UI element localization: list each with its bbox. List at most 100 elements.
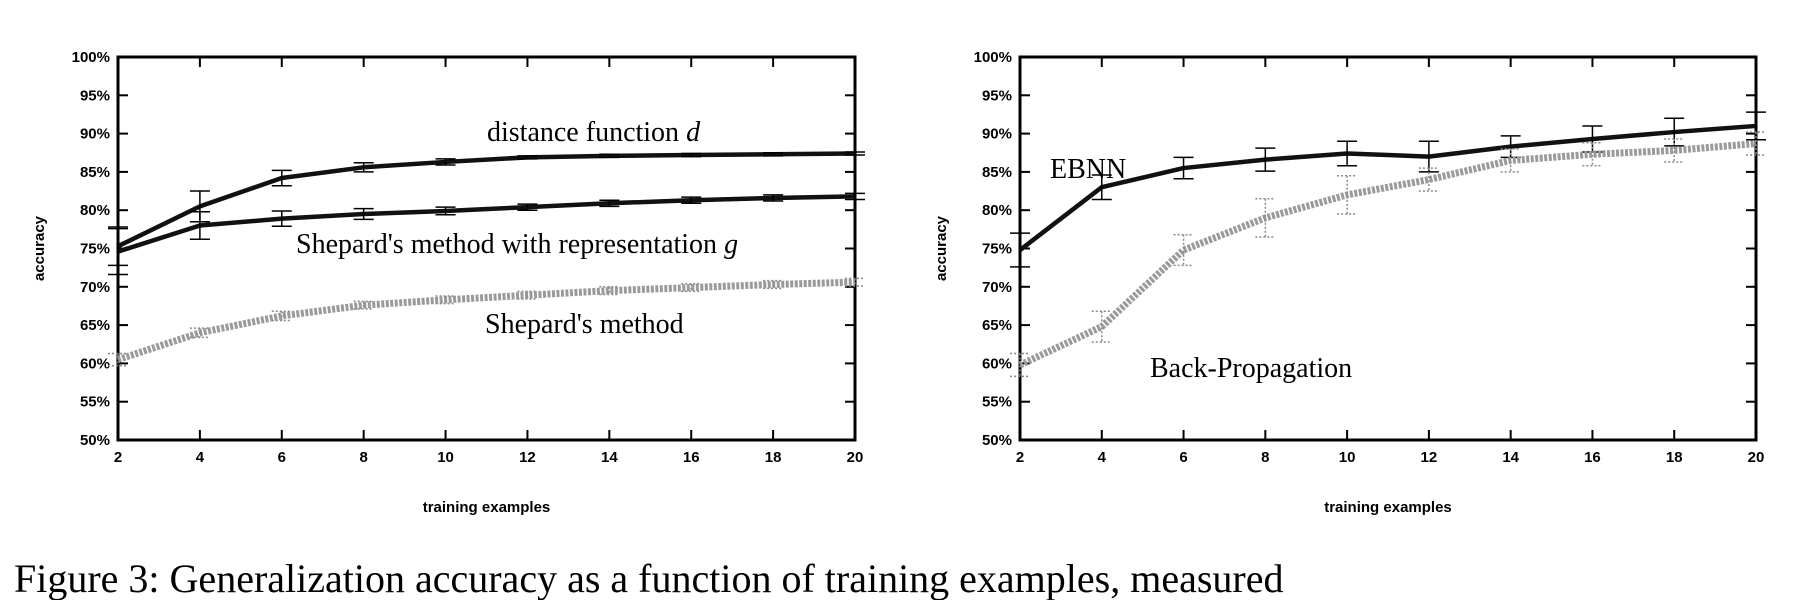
- y-axis-title: accuracy: [933, 215, 950, 281]
- x-axis-title: training examples: [423, 499, 551, 516]
- y-tick-label: 85%: [80, 164, 110, 181]
- x-tick-label: 6: [1179, 449, 1187, 466]
- error-bar: [1173, 233, 1194, 267]
- error-bar: [1418, 167, 1439, 192]
- x-axis-title: training examples: [1324, 499, 1452, 516]
- error-bar: [353, 300, 374, 310]
- error-bar: [435, 206, 456, 216]
- series-label: Shepard's method: [485, 309, 684, 340]
- error-bar: [271, 210, 292, 228]
- x-tick-label: 4: [196, 449, 205, 466]
- series-label: distance function d: [487, 117, 701, 148]
- x-tick-label: 6: [278, 449, 286, 466]
- error-bar: [763, 279, 784, 290]
- error-bar: [271, 169, 292, 187]
- error-bar: [108, 352, 128, 367]
- y-tick-label: 75%: [80, 241, 110, 258]
- series-1: [108, 192, 865, 276]
- y-tick-label: 50%: [982, 432, 1012, 449]
- series-line: [116, 278, 856, 363]
- error-bar: [845, 277, 865, 287]
- y-tick-label: 55%: [80, 394, 110, 411]
- error-bar: [435, 295, 456, 305]
- x-tick-label: 18: [765, 449, 782, 466]
- y-tick-label: 85%: [982, 164, 1012, 181]
- x-tick-label: 12: [1421, 449, 1438, 466]
- y-tick-label: 65%: [982, 317, 1012, 334]
- series-line: [117, 151, 856, 249]
- x-tick-label: 14: [601, 449, 618, 466]
- y-tick-label: 95%: [982, 87, 1012, 104]
- error-bar: [435, 158, 456, 166]
- error-bar: [517, 155, 538, 160]
- plot-frame: [1018, 55, 1758, 442]
- error-bar: [845, 192, 865, 201]
- y-tick-label: 90%: [80, 126, 110, 143]
- series-label: Back-Propagation: [1150, 353, 1352, 384]
- x-tick-label: 14: [1502, 449, 1519, 466]
- x-tick-label: 8: [359, 449, 367, 466]
- y-tick-label: 70%: [982, 279, 1012, 296]
- x-tick-label: 16: [683, 449, 700, 466]
- x-tick-label: 10: [437, 449, 454, 466]
- error-bar: [1664, 117, 1685, 147]
- x-tick-label: 10: [1339, 449, 1356, 466]
- x-tick-label: 20: [847, 449, 864, 466]
- error-bar: [1010, 232, 1030, 268]
- y-tick-label: 100%: [72, 49, 110, 66]
- y-tick-label: 80%: [982, 202, 1012, 219]
- left-chart-panel: 50% 55% 60% 65% 70% 75% 80% 85% 90% 95% 100% 2 4 6 8 10…: [31, 49, 865, 516]
- error-bar: [599, 153, 620, 159]
- series-0: [1010, 111, 1766, 268]
- series-label: EBNN: [1050, 154, 1126, 185]
- x-tick-label: 16: [1584, 449, 1601, 466]
- series-label: Shepard's method with representation g: [296, 229, 738, 260]
- x-tick-label: 12: [519, 449, 536, 466]
- y-tick-label: 95%: [80, 87, 110, 104]
- error-bar: [681, 152, 702, 158]
- error-bar: [1746, 131, 1766, 156]
- y-tick-label: 90%: [982, 126, 1012, 143]
- x-tick-label: 18: [1666, 449, 1683, 466]
- y-tick-label: 60%: [80, 355, 110, 372]
- error-bar: [599, 286, 620, 296]
- error-bar: [1582, 142, 1603, 167]
- error-bar: [517, 290, 538, 300]
- figure-caption: Figure 3: Generalization accuracy as a f…: [14, 556, 1284, 600]
- error-bar: [517, 203, 538, 211]
- error-bar: [1664, 138, 1685, 163]
- series-line: [117, 194, 856, 254]
- y-tick-label: 100%: [974, 49, 1012, 66]
- x-tick-label: 4: [1098, 449, 1107, 466]
- y-tick-label: 80%: [80, 202, 110, 219]
- error-bar: [1337, 174, 1358, 215]
- y-tick-label: 75%: [982, 241, 1012, 258]
- error-bar: [599, 199, 620, 208]
- error-bar: [1010, 352, 1030, 378]
- error-bar: [763, 194, 784, 202]
- error-bar: [271, 310, 292, 322]
- error-bar: [763, 152, 784, 157]
- x-tick-label: 2: [114, 449, 122, 466]
- error-bar: [1337, 140, 1358, 167]
- error-bar: [1418, 140, 1439, 173]
- error-bar: [845, 151, 865, 156]
- error-bar: [189, 327, 210, 339]
- error-bar: [681, 196, 702, 205]
- error-bar: [1091, 310, 1112, 343]
- y-tick-label: 50%: [80, 432, 110, 449]
- error-bar: [189, 210, 210, 241]
- series-line: [1018, 123, 1757, 252]
- error-bar: [108, 227, 128, 276]
- error-bar: [681, 282, 702, 293]
- error-bar: [1746, 111, 1766, 141]
- y-tick-label: 60%: [982, 355, 1012, 372]
- error-bar: [353, 161, 374, 173]
- series-2: [108, 277, 865, 367]
- error-bar: [1091, 174, 1112, 201]
- error-bar: [1500, 148, 1521, 173]
- y-tick-label: 55%: [982, 394, 1012, 411]
- x-tick-label: 2: [1016, 449, 1024, 466]
- right-chart-panel: 50% 55% 60% 65% 70% 75% 80% 85% 90% 95% 100% 2 4 6 8 10…: [933, 49, 1766, 516]
